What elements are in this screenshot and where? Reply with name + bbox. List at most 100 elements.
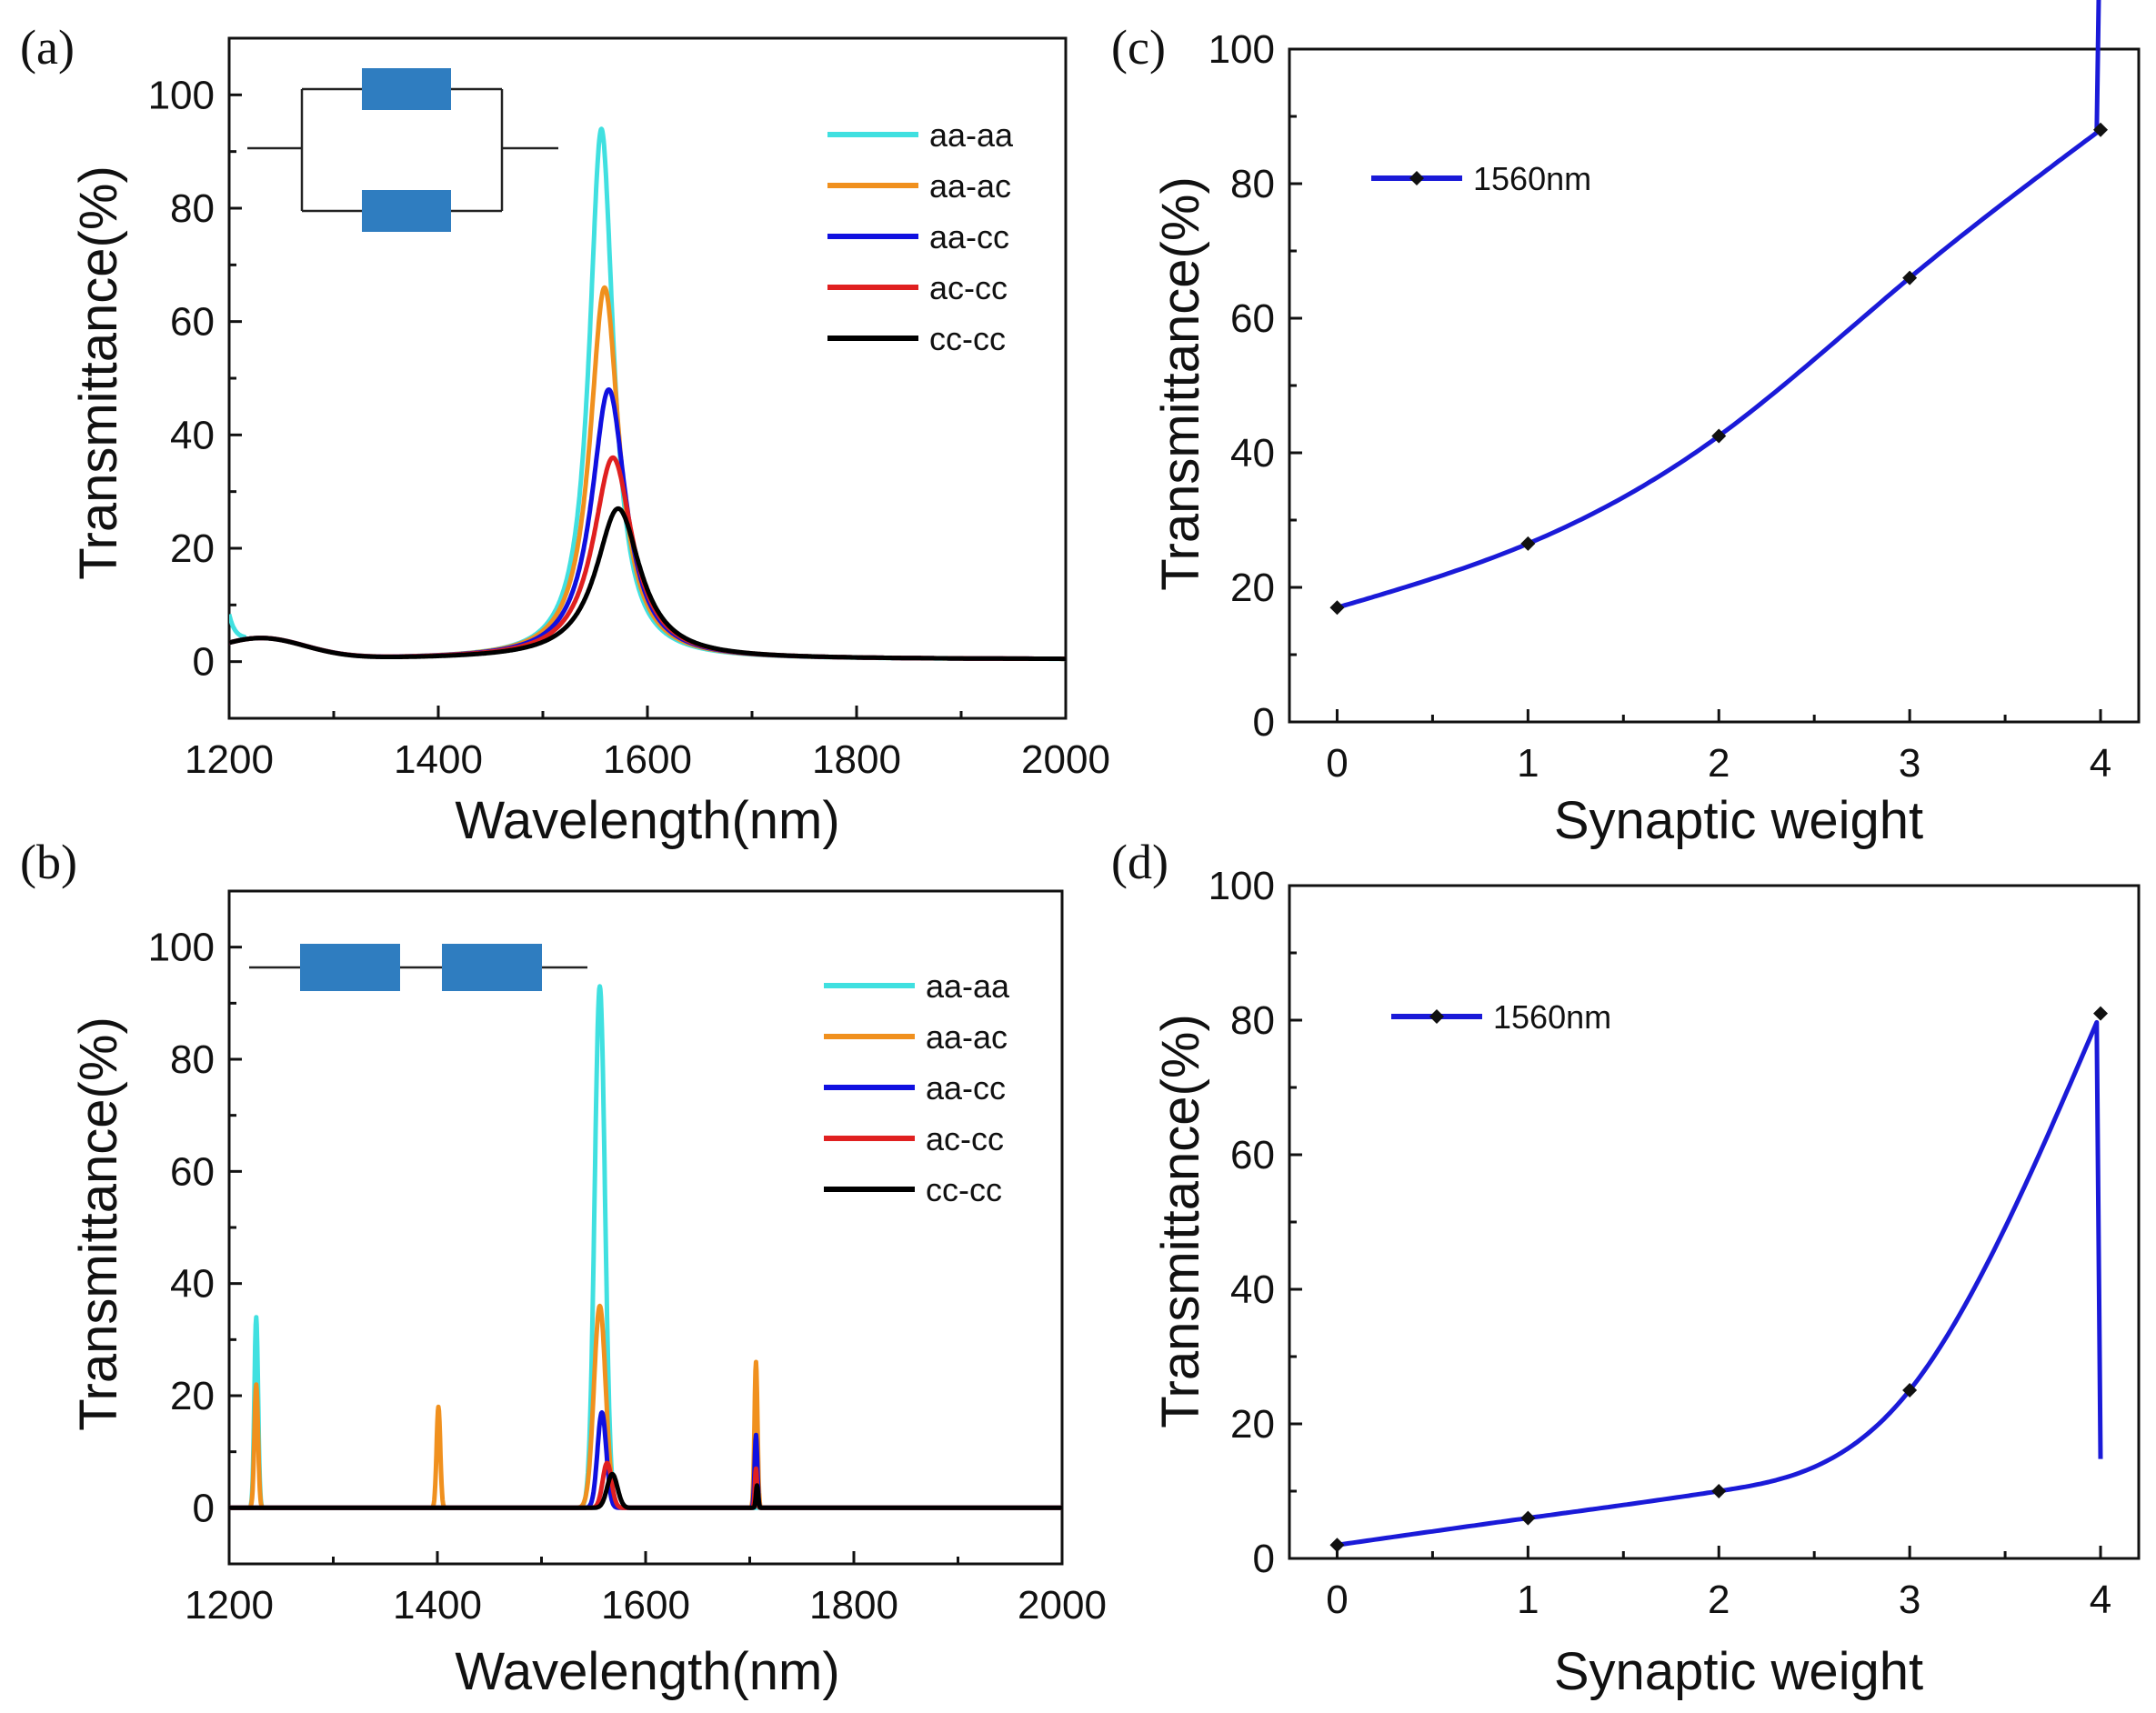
y-tick-label: 0	[1253, 1537, 1275, 1581]
y-axis-title-b: Transmittance(%)	[69, 1017, 128, 1431]
data-point-marker	[1711, 428, 1727, 444]
plot-area-a: 0 20 40 60 80 100 1200 1400 1600 1800 2000	[148, 36, 1110, 782]
panel-label-b: (b)	[20, 835, 77, 889]
x-tick-label: 2	[1708, 1578, 1730, 1622]
y-tick-label: 100	[1208, 27, 1275, 72]
panel-b-spectrum-series: (b) 0 20 40 60 80 100 1200 1400 1600 1800 2000 aa-…	[20, 835, 1107, 1701]
y-tick-label: 80	[1230, 162, 1275, 206]
panel-d-weight-series: (d) 0 20 40 60 80 100 0 1 2 3 4 1560nm Synaptic we…	[1111, 835, 2141, 1701]
data-point-marker	[1329, 600, 1345, 616]
series-line-1560nm	[1336, 0, 2101, 610]
inset-block-top	[362, 68, 451, 110]
x-tick-label: 1	[1517, 741, 1539, 786]
inset-series-diagram	[249, 944, 587, 991]
x-axis-title-b: Wavelength(nm)	[455, 1642, 839, 1701]
panel-label-d: (d)	[1111, 835, 1168, 889]
x-tick-label: 2	[1708, 741, 1730, 786]
inset-block-right	[442, 944, 542, 991]
series-line-ac-cc	[229, 455, 1066, 661]
data-point-marker	[2093, 122, 2109, 137]
data-point-marker	[1902, 270, 1918, 286]
y-tick-label: 60	[170, 300, 215, 345]
plot-frame	[1288, 47, 2141, 724]
legend-label-1560nm: 1560nm	[1493, 998, 1611, 1036]
x-tick-label: 0	[1326, 741, 1348, 786]
x-tick-label: 3	[1899, 741, 1920, 786]
inset-block-bottom	[362, 190, 451, 232]
plot-area-b: 0 20 40 60 80 100 1200 1400 1600 1800 2000	[148, 889, 1107, 1628]
series-group	[229, 984, 1062, 1510]
panel-label-a: (a)	[20, 20, 75, 75]
data-point-marker	[1329, 1538, 1345, 1553]
y-tick-label: 20	[170, 526, 215, 571]
y-axis-title-d: Transmittance(%)	[1151, 1014, 1210, 1428]
plot-area-d: 0 20 40 60 80 100 0 1 2 3 4	[1208, 864, 2141, 1622]
x-axis-title-d: Synaptic weight	[1554, 1642, 1923, 1701]
inset-block-left	[300, 944, 400, 991]
x-tick-label: 1600	[601, 1583, 690, 1628]
y-tick-label: 60	[1230, 296, 1275, 341]
x-tick-label: 1400	[394, 737, 483, 782]
panel-c-weight-parallel: (c) 0 20 40 60 80 100 0 1 2 3 4 1560nm Synaptic we…	[1111, 0, 2141, 850]
y-tick-label: 80	[170, 1037, 215, 1082]
y-tick-label: 100	[1208, 864, 1275, 908]
x-tick-label: 1	[1517, 1578, 1539, 1622]
y-tick-label: 20	[1230, 1402, 1275, 1447]
legend-label-ac-cc: ac-cc	[929, 269, 1008, 306]
y-tick-label: 60	[170, 1149, 215, 1194]
y-axis-title-a: Transmittance(%)	[69, 165, 128, 580]
legend-marker	[1409, 171, 1424, 185]
legend-a: aa-aa aa-ac aa-cc ac-cc cc-cc	[827, 116, 1014, 357]
x-tick-label: 1400	[393, 1583, 482, 1628]
x-tick-label: 1800	[812, 737, 901, 782]
series-line-cc-cc	[229, 1471, 1062, 1510]
legend-b: aa-aa aa-ac aa-cc ac-cc cc-cc	[824, 967, 1010, 1208]
legend-label-aa-cc: aa-cc	[929, 218, 1009, 255]
data-point-marker	[1520, 1510, 1536, 1526]
y-tick-label: 80	[1230, 998, 1275, 1043]
series-line-ac-cc	[229, 1460, 1062, 1510]
legend-label-aa-cc: aa-cc	[926, 1069, 1006, 1107]
y-tick-label: 40	[1230, 431, 1275, 476]
x-tick-label: 1800	[809, 1583, 898, 1628]
panel-label-c: (c)	[1111, 20, 1166, 75]
plot-area-c: 0 20 40 60 80 100 0 1 2 3 4	[1208, 0, 2141, 786]
data-point-marker	[2093, 1006, 2109, 1021]
data-point-marker	[1902, 1383, 1918, 1397]
legend-label-ac-cc: ac-cc	[926, 1120, 1004, 1157]
panel-a-spectrum-parallel: (a) 0 20 40 60 80 100 1200 1400 1600 1800 2000 aa-…	[20, 20, 1110, 850]
y-tick-label: 20	[170, 1374, 215, 1418]
x-tick-label: 1200	[185, 737, 274, 782]
y-tick-label: 40	[170, 1262, 215, 1307]
y-tick-label: 0	[193, 640, 215, 685]
series-group	[229, 126, 1066, 662]
inset-parallel-diagram	[247, 68, 558, 232]
data-point-marker	[1711, 1484, 1727, 1498]
series-line-aa-cc	[229, 387, 1066, 662]
legend-d: 1560nm	[1391, 998, 1611, 1036]
y-tick-label: 100	[148, 926, 215, 970]
y-tick-label: 60	[1230, 1133, 1275, 1177]
legend-label-aa-ac: aa-ac	[929, 167, 1011, 205]
y-tick-label: 0	[193, 1486, 215, 1530]
x-tick-label: 2000	[1018, 1583, 1107, 1628]
x-tick-label: 2000	[1021, 737, 1110, 782]
legend-label-1560nm: 1560nm	[1473, 160, 1591, 197]
legend-c: 1560nm	[1371, 160, 1591, 197]
plot-frame	[1288, 884, 2141, 1560]
x-axis-title-c: Synaptic weight	[1554, 791, 1923, 850]
y-tick-label: 40	[170, 413, 215, 457]
series-line-aa-ac	[229, 1303, 1062, 1510]
legend-label-aa-aa: aa-aa	[929, 116, 1014, 154]
x-tick-label: 4	[2090, 741, 2111, 786]
y-tick-label: 80	[170, 186, 215, 231]
series-line-aa-aa	[229, 984, 1062, 1510]
y-tick-label: 100	[148, 73, 215, 117]
x-tick-label: 1200	[185, 1583, 274, 1628]
y-tick-label: 20	[1230, 566, 1275, 610]
series-line-1560nm	[1337, 1019, 2103, 1548]
series-line-aa-aa	[229, 126, 1066, 662]
x-tick-label: 4	[2090, 1578, 2111, 1622]
y-tick-label: 40	[1230, 1267, 1275, 1312]
